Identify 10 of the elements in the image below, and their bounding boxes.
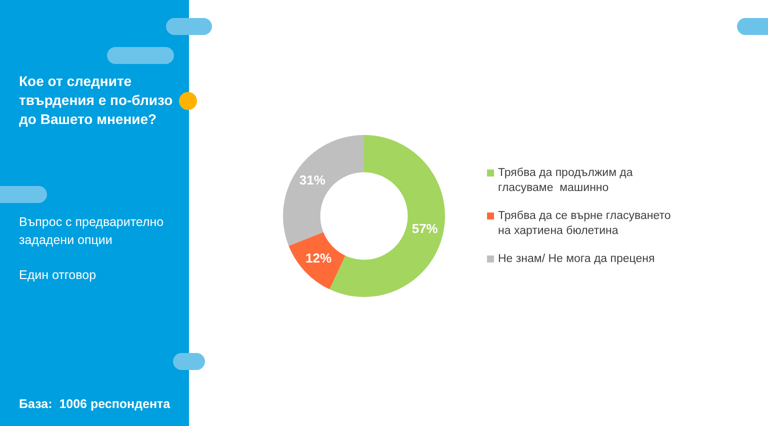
text: Кое от следните твърдения е по-близо до Вашето мнение?	[19, 72, 174, 129]
data-label: 57%	[412, 221, 438, 236]
text: Въпрос с предварително зададени опции	[19, 214, 165, 249]
legend-label: Трябва да се върне гласуването на хартиена бюлетина	[498, 210, 671, 238]
legend-label: Трябва да продължим да гласуваме машинно	[498, 167, 634, 194]
data-label: 31%	[299, 172, 326, 188]
text: Един отговор	[19, 267, 98, 284]
data-label: 12%	[306, 250, 332, 266]
text: База: 1006 респондента	[19, 396, 172, 413]
legend-label: Не знам/ Не мога да преценя	[498, 253, 655, 266]
